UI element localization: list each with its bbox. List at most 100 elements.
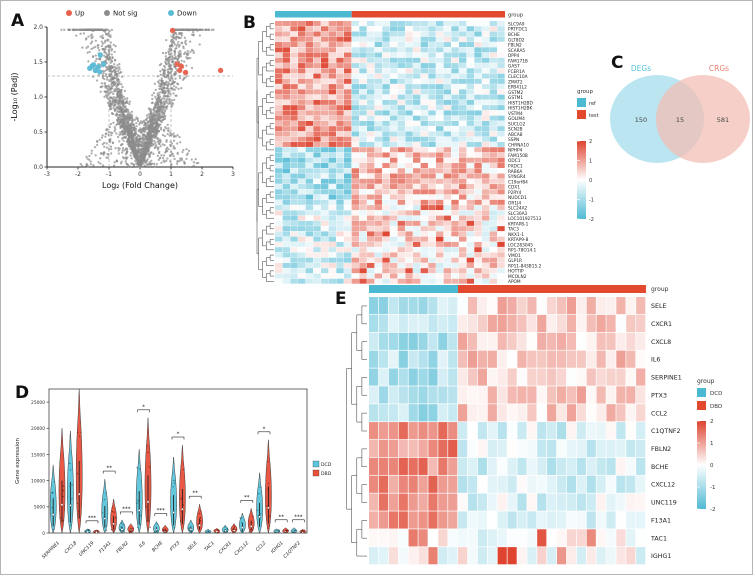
svg-text:CXCL12: CXCL12: [233, 540, 250, 557]
svg-text:RAB6A: RAB6A: [508, 169, 522, 175]
svg-text:581: 581: [717, 116, 729, 124]
svg-text:SSPN: SSPN: [508, 137, 519, 143]
svg-text:2: 2: [200, 171, 204, 178]
svg-text:VSTM4: VSTM4: [508, 111, 523, 117]
svg-text:***: ***: [294, 514, 303, 520]
svg-text:*: *: [177, 432, 180, 438]
svg-text:5000: 5000: [34, 505, 45, 511]
svg-text:**: **: [244, 495, 250, 501]
svg-text:CCL2: CCL2: [255, 540, 268, 553]
svg-text:15000: 15000: [31, 452, 45, 458]
volcano-plot: -3 -2 -1 0 1 2 3 0.0 0.5 1.0 1.5 2.0 Log₂ (Fold Chan…: [10, 10, 235, 191]
svg-text:-3: -3: [44, 171, 50, 178]
svg-text:DEGs: DEGs: [631, 64, 651, 73]
panel-b-heatmap: B group SLC9A9 PRTFDC1 BCHE GLT8D2 FBLN2 SCARA…: [241, 3, 613, 291]
svg-text:*: *: [142, 404, 145, 410]
svg-text:GOLIM4: GOLIM4: [508, 116, 525, 122]
svg-text:FAM150B: FAM150B: [508, 153, 528, 159]
svg-text:ref: ref: [589, 101, 596, 107]
svg-text:DPP4: DPP4: [508, 53, 519, 59]
svg-text:SYNGR4: SYNGR4: [508, 174, 526, 180]
svg-text:SERPINE1: SERPINE1: [41, 540, 61, 560]
svg-text:OR1J4: OR1J4: [508, 200, 521, 206]
row-dendrogram: [256, 23, 274, 282]
heatmap-cells: [369, 297, 646, 565]
svg-text:TAC1: TAC1: [203, 540, 216, 553]
svg-text:SELE: SELE: [186, 540, 198, 552]
svg-text:VMO1: VMO1: [508, 253, 521, 259]
svg-text:NKX1-1: NKX1-1: [508, 232, 524, 238]
svg-text:-1: -1: [106, 171, 112, 178]
row-dendrogram: [346, 305, 367, 557]
violin-axes: 0 5000 10000 15000 20000 25000 Gene expression: [15, 388, 308, 537]
svg-text:F13A1: F13A1: [98, 540, 113, 555]
svg-text:Not sig: Not sig: [113, 10, 138, 18]
svg-text:BCHE: BCHE: [508, 32, 520, 38]
svg-text:1.5: 1.5: [33, 59, 43, 66]
svg-text:**: **: [192, 491, 198, 497]
svg-text:GLP1R: GLP1R: [508, 258, 522, 264]
svg-text:KRTAP9-8: KRTAP9-8: [508, 237, 529, 243]
panel-d-label: D: [15, 383, 30, 403]
heatmap-cells: [275, 21, 505, 284]
svg-text:SCN2B: SCN2B: [508, 127, 523, 133]
svg-text:KRTAP8-1: KRTAP8-1: [508, 221, 529, 227]
svg-text:PXDC1: PXDC1: [508, 163, 523, 169]
svg-text:FBLN2: FBLN2: [508, 43, 522, 49]
svg-text:SLC9A9: SLC9A9: [508, 21, 525, 27]
svg-text:CLEC10A: CLEC10A: [508, 74, 528, 80]
svg-text:BCHE: BCHE: [151, 540, 164, 553]
svg-text:**: **: [278, 514, 284, 520]
svg-text:group: group: [577, 89, 593, 95]
svg-text:FBLN2: FBLN2: [115, 540, 130, 555]
panel-c-label: C: [611, 53, 624, 73]
svg-text:ABCA8: ABCA8: [508, 132, 523, 138]
svg-text:test: test: [589, 113, 599, 119]
svg-text:CXCR1: CXCR1: [218, 540, 233, 555]
svg-text:GSTM1: GSTM1: [508, 95, 523, 101]
svg-text:UNC119: UNC119: [78, 540, 96, 558]
svg-text:DCD: DCD: [321, 462, 332, 468]
svg-text:***: ***: [122, 506, 130, 512]
svg-text:RP1-78O14.1: RP1-78O14.1: [508, 248, 537, 254]
panel-d-violin: D 0 5000 10000 15000 20000 25000 Gene expressi…: [9, 381, 353, 573]
svg-text:Log₂ (Fold Change): Log₂ (Fold Change): [102, 181, 178, 190]
violin-plot: 0 5000 10000 15000 20000 25000 Gene expression…: [15, 388, 332, 560]
svg-text:DBD: DBD: [321, 471, 332, 477]
violin-legend: DCD DBD: [312, 460, 332, 477]
svg-text:*: *: [263, 426, 266, 432]
svg-text:FAM171B: FAM171B: [508, 58, 528, 64]
heatmap-legend: group ref test 2 1 0 -1 -2: [577, 89, 599, 223]
svg-text:ODC1: ODC1: [508, 158, 521, 164]
svg-text:PTX3: PTX3: [169, 540, 182, 553]
svg-text:LOC101927513: LOC101927513: [508, 216, 541, 222]
svg-text:Gene expression: Gene expression: [15, 438, 21, 484]
svg-text:IGHG1: IGHG1: [270, 540, 285, 555]
svg-text:Up: Up: [75, 10, 85, 18]
svg-text:-2: -2: [589, 217, 594, 223]
svg-text:C1QTNF2: C1QTNF2: [282, 540, 302, 560]
panel-e-label: E: [335, 289, 347, 309]
svg-text:CDX1: CDX1: [508, 185, 520, 191]
svg-text:Down: Down: [177, 10, 197, 18]
panel-a-volcano: A -3 -2 -1 0 1 2 3 0.0 0.5 1.0 1.5 2.0 Log₂ (Fold Ch…: [7, 3, 243, 203]
svg-text:3: 3: [231, 171, 235, 178]
svg-text:LOC283045: LOC283045: [508, 242, 533, 248]
svg-text:0: 0: [42, 531, 45, 537]
svg-text:CHRNA10: CHRNA10: [508, 142, 529, 148]
svg-text:**: **: [106, 466, 112, 472]
group-annotation-bar: group: [275, 11, 524, 19]
svg-text:SCARA5: SCARA5: [508, 48, 525, 54]
svg-text:GLT8D2: GLT8D2: [508, 37, 525, 43]
gene-labels: SLC9A9PRTFDC1BCHEGLT8D2FBLN2SCARA5DPP4FA…: [507, 21, 542, 285]
svg-text:-Log₁₀ (Padj): -Log₁₀ (Padj): [10, 72, 19, 121]
svg-text:CXCL8: CXCL8: [63, 540, 78, 555]
svg-text:0: 0: [138, 171, 142, 178]
panel-c-venn: C DEGs CRGs 150 15 581: [607, 49, 752, 177]
svg-text:group: group: [508, 13, 524, 19]
group-annotation-bar: group: [369, 285, 669, 293]
svg-text:2.0: 2.0: [33, 24, 43, 31]
volcano-legend: Up Not sig Down: [66, 10, 197, 18]
svg-text:NUDCD1: NUDCD1: [508, 195, 527, 201]
